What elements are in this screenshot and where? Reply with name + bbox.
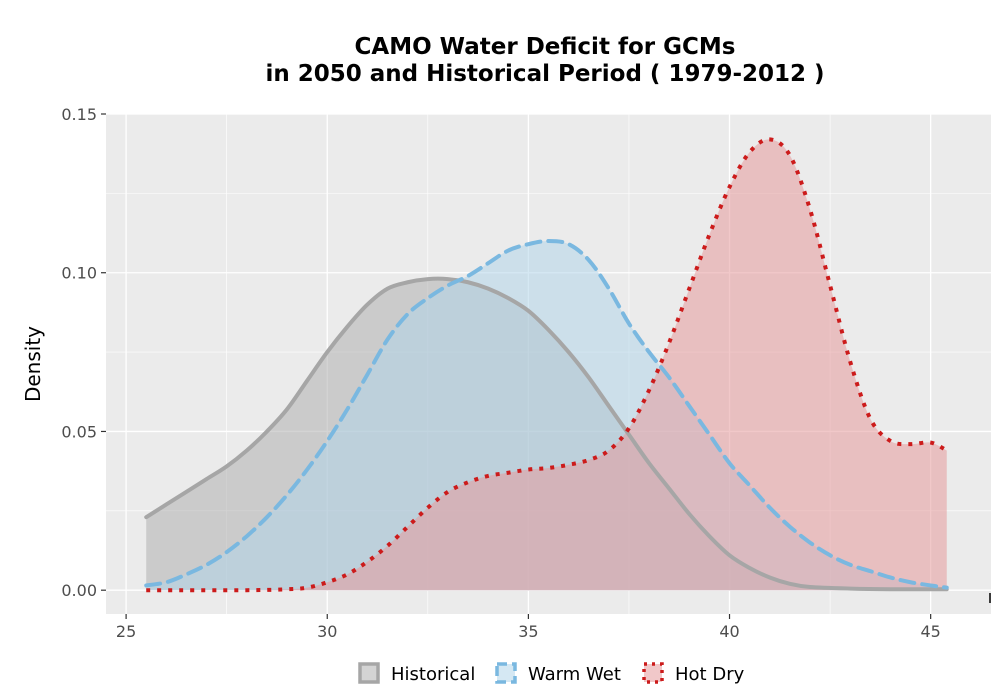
legend-label: Historical (391, 664, 475, 685)
x-tick-label: 45 (920, 622, 940, 641)
x-tick-label: 30 (317, 622, 337, 641)
y-tick-label: 0.10 (61, 264, 97, 283)
legend-key-border (642, 662, 664, 684)
legend-key-fill (644, 664, 662, 682)
x-tick-label: 35 (518, 622, 538, 641)
x-tick-label: 40 (719, 622, 739, 641)
density-areas (146, 139, 947, 591)
legend-label: Warm Wet (528, 664, 621, 685)
x-tick-label: 25 (116, 622, 136, 641)
chart-title: CAMO Water Deficit for GCMs in 2050 and … (265, 34, 824, 87)
density-line-historical (144, 276, 949, 592)
chart-title-line-2: in 2050 and Historical Period ( 1979-201… (265, 61, 824, 87)
density-line-warm-wet (144, 238, 949, 590)
legend-item-warm-wet: Warm Wet (495, 662, 621, 685)
legend-key-border (495, 662, 517, 684)
legend-key-fill (360, 664, 378, 682)
chart-title-line-1: CAMO Water Deficit for GCMs (355, 34, 736, 60)
legend-item-hot-dry: Hot Dry (642, 662, 745, 685)
legend-item-historical: Historical (358, 662, 475, 685)
legend: Historical Warm Wet Hot Dry (358, 662, 745, 685)
legend-key-fill (497, 664, 515, 682)
y-tick-label: 0.00 (61, 581, 97, 600)
y-tick-label: 0.15 (61, 105, 97, 124)
y-axis-title: Density (21, 326, 45, 402)
legend-key-border (358, 662, 380, 684)
density-lines (144, 137, 949, 593)
axes: 25 30 35 40 45 0.00 0.05 0.10 0.15 (61, 105, 991, 641)
density-area-hot-dry (146, 139, 947, 591)
legend-label: Hot Dry (675, 664, 745, 685)
y-tick-label: 0.05 (61, 422, 97, 441)
